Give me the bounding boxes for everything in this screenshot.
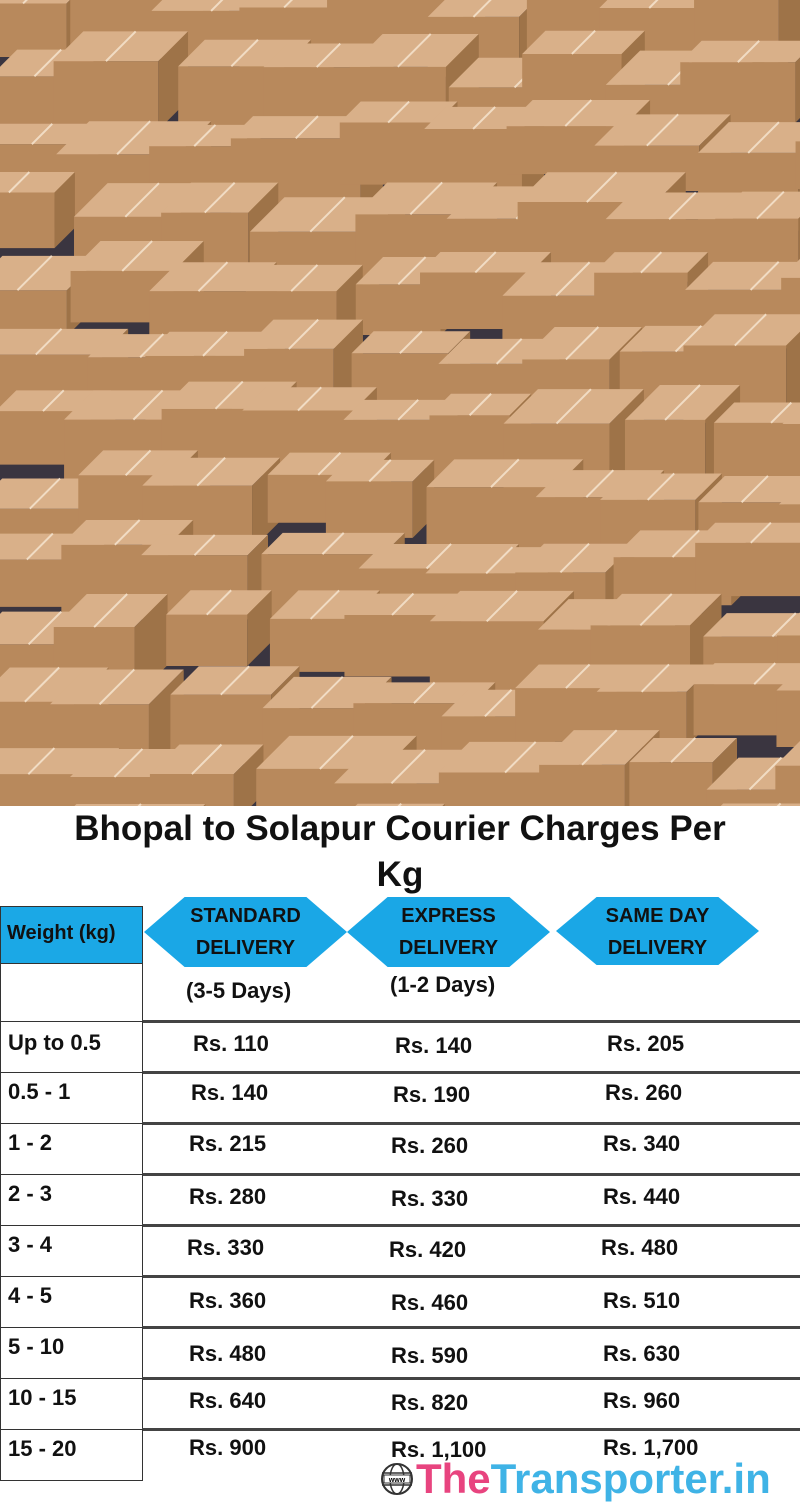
weight-label: 10 - 15 — [8, 1385, 77, 1410]
standard-price: Rs. 480 — [189, 1341, 267, 1366]
weight-label: 0.5 - 1 — [8, 1079, 71, 1104]
hero-image-cardboard-boxes — [0, 0, 800, 806]
site-logo: www The Transporter.in — [380, 1458, 771, 1500]
same-day-price: Rs. 205 — [607, 1031, 685, 1056]
row-divider — [142, 1428, 800, 1431]
box-shape — [166, 589, 272, 667]
svg-text:www: www — [388, 1477, 406, 1484]
header-line: DELIVERY — [195, 937, 296, 959]
express-price: Rs. 460 — [391, 1290, 469, 1315]
express-price: Rs. 420 — [389, 1237, 467, 1262]
table-row-weight-cell: 15 - 20 — [0, 1429, 143, 1481]
row-divider — [142, 1122, 800, 1125]
table-row-weight-cell: 3 - 4 — [0, 1225, 143, 1277]
weight-label: 4 - 5 — [8, 1283, 53, 1308]
same-day-price: Rs. 1,700 — [603, 1435, 699, 1460]
table-row-weight-cell: 10 - 15 — [0, 1378, 143, 1430]
table-row-weight-cell: 2 - 3 — [0, 1174, 143, 1226]
box-shape — [782, 406, 800, 492]
standard-price: Rs. 640 — [189, 1388, 267, 1413]
weight-label: 15 - 20 — [8, 1436, 77, 1461]
row-divider — [142, 1071, 800, 1074]
same-day-delivery-header: SAME DAY DELIVERY — [556, 897, 759, 965]
weight-label: 5 - 10 — [8, 1334, 65, 1359]
same-day-price: Rs. 960 — [603, 1388, 681, 1413]
standard-price: Rs. 140 — [191, 1080, 269, 1105]
box-shape — [0, 171, 75, 249]
express-price: Rs. 190 — [393, 1082, 471, 1107]
same-day-price: Rs. 630 — [603, 1341, 681, 1366]
box-shape — [693, 662, 800, 736]
same-day-price: Rs. 480 — [601, 1235, 679, 1260]
standard-price: Rs. 360 — [189, 1288, 267, 1313]
standard-duration: (3-5 Days) — [186, 978, 292, 1003]
weight-label: Up to 0.5 — [8, 1030, 101, 1055]
box-shape — [775, 740, 800, 806]
box-shape — [720, 802, 800, 806]
table-row-weight-cell: Up to 0.5 — [0, 1021, 143, 1073]
same-day-price: Rs. 440 — [603, 1184, 681, 1209]
box-shape — [795, 136, 800, 189]
box-shape — [355, 803, 445, 806]
standard-price: Rs. 900 — [189, 1435, 267, 1460]
page-title: Bhopal to Solapur Courier Charges Per — [74, 809, 726, 848]
header-line: STANDARD — [190, 905, 301, 927]
globe-www-icon: www — [381, 1463, 413, 1495]
box-shape — [53, 30, 189, 130]
express-duration: (1-2 Days) — [390, 972, 496, 997]
weight-label: 3 - 4 — [8, 1232, 53, 1257]
same-day-price: Rs. 340 — [603, 1131, 681, 1156]
row-divider — [142, 1173, 800, 1176]
weight-label: 2 - 3 — [8, 1181, 53, 1206]
page-title-line2: Kg — [376, 855, 424, 894]
standard-price: Rs. 215 — [189, 1131, 267, 1156]
row-divider — [142, 1020, 800, 1023]
row-divider — [142, 1377, 800, 1380]
table-row-weight-cell: 5 - 10 — [0, 1327, 143, 1379]
box-shape — [776, 666, 800, 747]
table-row-weight-cell: 4 - 5 — [0, 1276, 143, 1328]
header-line: EXPRESS — [401, 905, 496, 927]
box-shape — [695, 522, 800, 597]
row-divider — [142, 1224, 800, 1227]
express-price: Rs. 140 — [395, 1033, 473, 1058]
same-day-price: Rs. 510 — [603, 1288, 681, 1313]
express-price: Rs. 260 — [391, 1133, 469, 1158]
row-divider — [142, 1275, 800, 1278]
header-line: SAME DAY — [605, 905, 710, 927]
standard-price: Rs. 110 — [193, 1031, 269, 1056]
box-shape — [74, 803, 206, 806]
table-row-weight-cell: 1 - 2 — [0, 1123, 143, 1175]
standard-delivery-header: STANDARD DELIVERY — [144, 897, 347, 967]
weight-empty-cell — [0, 964, 143, 1022]
express-delivery-header: EXPRESS DELIVERY — [347, 897, 550, 967]
row-divider — [142, 1326, 800, 1329]
weight-column-header: Weight (kg) — [0, 906, 143, 964]
box-shape — [149, 743, 264, 806]
standard-price: Rs. 280 — [189, 1184, 267, 1209]
table-row-weight-cell: 0.5 - 1 — [0, 1072, 143, 1124]
standard-price: Rs. 330 — [187, 1235, 265, 1260]
express-price: Rs. 1,100 — [391, 1437, 487, 1462]
express-price: Rs. 820 — [391, 1390, 469, 1415]
express-price: Rs. 590 — [391, 1343, 469, 1368]
weight-label: 1 - 2 — [8, 1130, 53, 1155]
express-price: Rs. 330 — [391, 1186, 469, 1211]
logo-part-transporter: Transporter.in — [490, 1455, 771, 1502]
header-line: DELIVERY — [607, 937, 708, 959]
box-shape — [325, 459, 435, 538]
same-day-price: Rs. 260 — [605, 1080, 683, 1105]
header-line: DELIVERY — [398, 937, 499, 959]
logo-part-the: The — [416, 1455, 491, 1502]
box-shape — [680, 40, 800, 123]
